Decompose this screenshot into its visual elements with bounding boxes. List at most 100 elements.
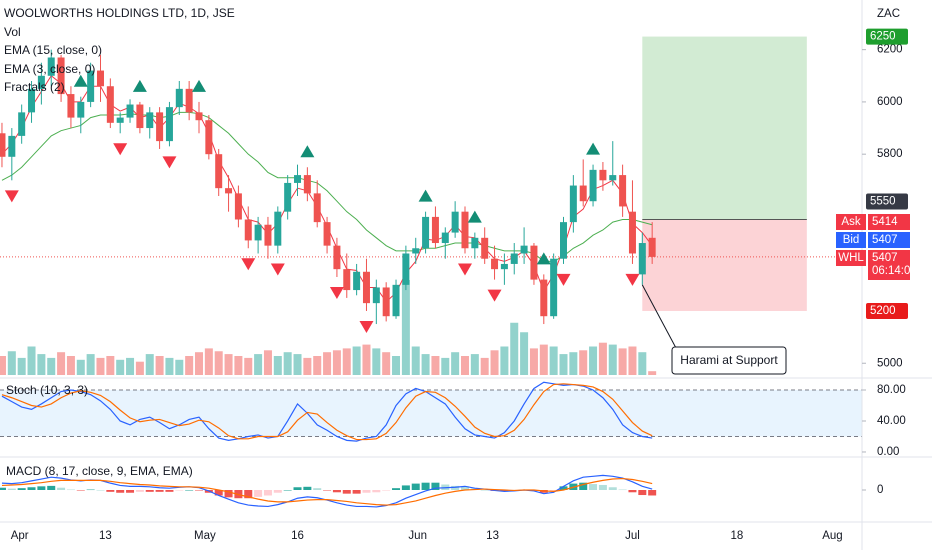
candle-body [471,237,479,249]
candle-body [244,219,252,241]
macd-histogram-bar [0,487,6,490]
macd-histogram-bar [500,490,509,492]
volume-bar [431,356,440,375]
entry-label-bg [866,193,908,210]
entry-label: 5550 [870,196,896,208]
legend-ema3: EMA (3, close, 0) [4,62,95,76]
macd-histogram-bar [608,487,617,490]
candle-body [323,222,331,246]
target-label: 6250 [870,31,896,43]
macd-histogram-bar [628,490,637,493]
candle-body [589,169,597,202]
fractal-down [4,190,19,203]
candle-body [569,185,577,223]
macd-histogram-bar [579,482,588,490]
quote-name: WHL [838,252,864,264]
macd-histogram-bar [27,487,36,490]
volume-bar [254,354,263,375]
macd-histogram-bar [431,482,440,490]
volume-bar [589,346,598,375]
volume-bar [47,357,56,375]
candle-body [362,271,370,304]
volume-bar [175,359,184,375]
candle-body [510,253,518,264]
macd-histogram-bar [254,490,263,497]
candle-body [284,182,292,212]
volume-bar [362,344,371,375]
stop-label-bg [866,302,908,319]
macd-histogram-bar [185,490,194,491]
volume-bar [421,354,430,375]
macd-histogram-bar [155,490,164,492]
candle-body [87,70,95,102]
candle-body [294,175,302,183]
chart-title: WOOLWORTHS HOLDINGS LTD, 1D, JSE [4,6,235,20]
candle-body [67,94,75,118]
candle-body [126,104,134,118]
volume-bar [126,357,135,375]
y-tick-label: 6200 [877,44,903,56]
x-tick-label: 13 [486,530,499,542]
macd-histogram-bar [618,489,627,491]
volume-bar [7,351,16,375]
macd-histogram-bar [86,489,95,491]
candle-body [37,75,45,89]
fractal-up [132,79,147,92]
volume-bar [0,356,6,375]
fractal-down [270,263,285,276]
macd-histogram-bar [352,490,361,494]
fractal-down [556,273,571,286]
quote-name: Bid [843,234,860,246]
macd-histogram-bar [57,487,66,490]
candle-body [461,211,469,249]
candle-body [353,271,361,291]
candle-body [431,216,439,244]
volume-bar [500,346,509,375]
target-zone [642,36,807,220]
annotation-box [671,346,787,375]
macd-histogram-bar [17,488,26,490]
volume-bar [401,280,410,375]
macd-histogram-bar [559,486,568,490]
candle-body [175,88,183,108]
currency-label: ZAC [877,8,900,20]
candle-body [28,88,36,113]
candle-body [520,245,528,254]
volume-bar [342,348,351,375]
fractal-down [113,143,128,156]
candle-body [500,263,508,270]
volume-bar [441,357,450,375]
macd-histogram-bar [392,488,401,490]
fractal-up [191,79,206,92]
macd-histogram-bar [37,486,46,490]
volume-bar [204,348,213,375]
candle-body [441,232,449,244]
macd-histogram-bar [135,490,144,492]
macd-histogram-bar [214,490,223,496]
candle-body [8,135,16,157]
candle-body [638,243,646,275]
legend-ema15: EMA (15, close, 0) [4,43,102,57]
quote-name: Ask [841,216,860,228]
volume-bar [145,354,154,375]
fractal-down [457,263,472,276]
volume-bar [460,356,469,375]
fractal-down [329,287,344,300]
volume-bar [579,350,588,375]
stoch-label: Stoch (10, 3, 3) [6,383,88,397]
candle-body [372,287,380,304]
fractal-up [300,145,315,158]
volume-bar [510,322,519,375]
macd-histogram-bar [332,490,341,493]
quote-name-bg [836,232,866,248]
macd-histogram-bar [362,490,371,493]
macd-histogram-bar [382,490,391,491]
candle-body [274,211,282,246]
candle-body [422,216,430,249]
legend-fractals: Fractals (2) [4,80,65,94]
volume-bar [638,352,647,375]
countdown: 06:14:08 [872,265,917,277]
fractal-up [536,252,551,265]
candle-body [0,133,6,157]
volume-bar [382,352,391,375]
